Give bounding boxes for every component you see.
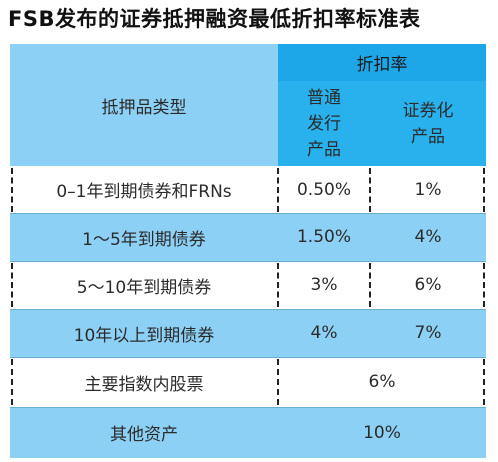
header-securitized: 证券化 产品 — [370, 81, 486, 166]
dashed-divider — [483, 359, 485, 405]
row-5-rate-value: 6% — [368, 372, 396, 392]
header-collateral-type-label: 抵押品类型 — [101, 97, 187, 118]
header-discount-rate-label: 折扣率 — [356, 55, 408, 75]
row-3-ordinary-value: 3% — [310, 275, 338, 295]
discount-rate-table: 抵押品类型 折扣率 普通 发行 产品 证券化 产品 0–1年到期债券和FRNs … — [10, 44, 486, 458]
row-1-type-label: 0–1年到期债券和FRNs — [56, 182, 232, 202]
row-3-type-label: 5～10年到期债券 — [76, 277, 212, 298]
row-2-securitized: 4% — [370, 213, 486, 261]
header-ordinary-line-3: 产品 — [307, 139, 341, 160]
header-collateral-type: 抵押品类型 — [10, 44, 278, 166]
row-4-securitized-value: 7% — [414, 323, 442, 343]
table-title: FSB发布的证券抵押融资最低折扣率标准表 — [8, 7, 421, 31]
header-securitized-line-2: 产品 — [411, 126, 445, 147]
row-4-type: 10年以上到期债券 — [10, 309, 278, 357]
row-3-securitized: 6% — [370, 261, 486, 309]
row-6-rate-value: 10% — [363, 422, 401, 443]
row-4-ordinary: 4% — [278, 309, 370, 357]
row-5-rate: 6% — [278, 357, 486, 407]
row-6-type: 其他资产 — [10, 407, 278, 458]
dashed-divider — [11, 168, 13, 212]
dashed-divider — [369, 168, 371, 212]
row-5-type: 主要指数内股票 — [10, 357, 278, 407]
row-2-securitized-value: 4% — [414, 227, 442, 247]
dashed-divider — [369, 263, 371, 307]
row-divider — [10, 407, 486, 408]
dashed-divider — [483, 168, 485, 212]
row-2-ordinary: 1.50% — [278, 213, 370, 261]
row-1-ordinary: 0.50% — [278, 166, 370, 213]
dashed-divider — [11, 359, 13, 405]
row-2-type-label: 1～5年到期债券 — [82, 229, 206, 250]
dashed-divider — [483, 263, 485, 307]
header-discount-rate: 折扣率 — [278, 44, 486, 81]
header-securitized-line-1: 证券化 — [402, 100, 454, 121]
dashed-divider — [277, 168, 279, 212]
row-divider — [10, 357, 486, 358]
row-6-rate: 10% — [278, 407, 486, 458]
row-divider — [10, 309, 486, 310]
row-2-ordinary-value: 1.50% — [296, 227, 351, 247]
row-2-type: 1～5年到期债券 — [10, 213, 278, 261]
row-3-securitized-value: 6% — [414, 275, 442, 295]
row-divider — [10, 213, 486, 214]
dashed-divider — [277, 359, 279, 405]
row-divider — [10, 261, 486, 262]
row-4-ordinary-value: 4% — [310, 323, 338, 343]
header-ordinary-line-2: 发行 — [307, 113, 341, 134]
dashed-divider — [277, 263, 279, 307]
row-4-type-label: 10年以上到期债券 — [73, 325, 215, 346]
row-1-securitized-value: 1% — [414, 179, 442, 200]
header-ordinary-line-1: 普通 — [307, 87, 341, 108]
row-1-ordinary-value: 0.50% — [296, 179, 351, 200]
row-6-type-label: 其他资产 — [110, 425, 178, 445]
header-ordinary-issue: 普通 发行 产品 — [278, 81, 370, 166]
dashed-divider — [11, 263, 13, 307]
row-3-ordinary: 3% — [278, 261, 370, 309]
row-1-type: 0–1年到期债券和FRNs — [10, 166, 278, 213]
row-4-securitized: 7% — [370, 309, 486, 357]
row-5-type-label: 主要指数内股票 — [84, 374, 204, 395]
row-1-securitized: 1% — [370, 166, 486, 213]
row-3-type: 5～10年到期债券 — [10, 261, 278, 309]
